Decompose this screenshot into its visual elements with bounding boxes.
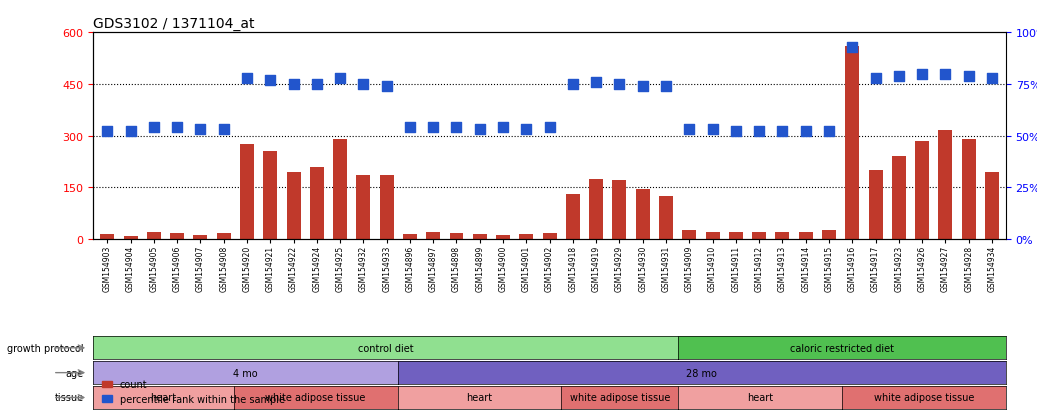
Bar [357, 176, 370, 240]
Point [169, 125, 186, 131]
Text: heart: heart [467, 392, 493, 403]
Text: age: age [65, 368, 84, 378]
Point [937, 71, 954, 78]
Point [635, 83, 651, 90]
Bar [752, 232, 766, 240]
Point [728, 129, 745, 135]
Bar [566, 195, 580, 240]
Bar [403, 235, 417, 240]
Text: white adipose tissue: white adipose tissue [874, 392, 974, 403]
Bar [938, 131, 952, 240]
Point [355, 81, 371, 88]
Bar [915, 142, 929, 240]
Point [914, 71, 930, 78]
Bar [380, 176, 394, 240]
Bar [892, 157, 905, 240]
Bar [473, 235, 486, 240]
Point [262, 77, 279, 84]
Bar [217, 233, 230, 240]
Bar [263, 152, 277, 240]
Point [820, 129, 837, 135]
Bar [426, 232, 440, 240]
Text: white adipose tissue: white adipose tissue [265, 392, 366, 403]
Legend: count, percentile rank within the sample: count, percentile rank within the sample [99, 375, 288, 408]
Bar [705, 232, 720, 240]
Bar [333, 140, 347, 240]
Bar [961, 140, 976, 240]
Point [681, 127, 698, 133]
Point [122, 129, 139, 135]
Bar [845, 47, 860, 240]
Text: control diet: control diet [358, 343, 414, 353]
Text: GDS3102 / 1371104_at: GDS3102 / 1371104_at [93, 17, 255, 31]
Point [472, 127, 488, 133]
Bar [123, 237, 138, 240]
Point [518, 127, 535, 133]
Point [984, 75, 1001, 82]
Bar [776, 232, 789, 240]
Point [216, 127, 232, 133]
Point [239, 75, 255, 82]
Bar [589, 179, 604, 240]
Bar [636, 190, 650, 240]
Point [774, 129, 790, 135]
Text: growth protocol: growth protocol [7, 343, 84, 353]
Point [309, 81, 326, 88]
Bar [170, 233, 185, 240]
Bar [147, 233, 161, 240]
Point [704, 127, 721, 133]
Bar [449, 233, 464, 240]
Point [867, 75, 884, 82]
Point [192, 127, 208, 133]
Bar [194, 235, 207, 240]
Bar [240, 145, 254, 240]
Point [564, 81, 581, 88]
Text: white adipose tissue: white adipose tissue [569, 392, 670, 403]
Point [611, 81, 627, 88]
Point [401, 125, 418, 131]
Point [751, 129, 767, 135]
Point [285, 81, 302, 88]
Bar [101, 235, 114, 240]
Text: 28 mo: 28 mo [686, 368, 718, 378]
Point [495, 125, 511, 131]
Point [960, 73, 977, 80]
Bar [660, 197, 673, 240]
Point [541, 125, 558, 131]
Text: heart: heart [747, 392, 774, 403]
Bar [286, 173, 301, 240]
Point [588, 79, 605, 86]
Bar [520, 235, 533, 240]
Point [448, 125, 465, 131]
Text: tissue: tissue [55, 392, 84, 403]
Bar [613, 181, 626, 240]
Bar [310, 167, 324, 240]
Point [891, 73, 907, 80]
Text: 4 mo: 4 mo [233, 368, 258, 378]
Bar [822, 231, 836, 240]
Point [425, 125, 442, 131]
Bar [542, 233, 557, 240]
Bar [682, 231, 696, 240]
Text: heart: heart [150, 392, 176, 403]
Point [145, 125, 162, 131]
Point [332, 75, 348, 82]
Bar [496, 235, 510, 240]
Bar [985, 173, 999, 240]
Point [379, 83, 395, 90]
Point [797, 129, 814, 135]
Bar [798, 233, 813, 240]
Point [99, 129, 115, 135]
Point [844, 44, 861, 51]
Text: caloric restricted diet: caloric restricted diet [790, 343, 894, 353]
Point [657, 83, 674, 90]
Bar [869, 171, 882, 240]
Bar [729, 233, 742, 240]
